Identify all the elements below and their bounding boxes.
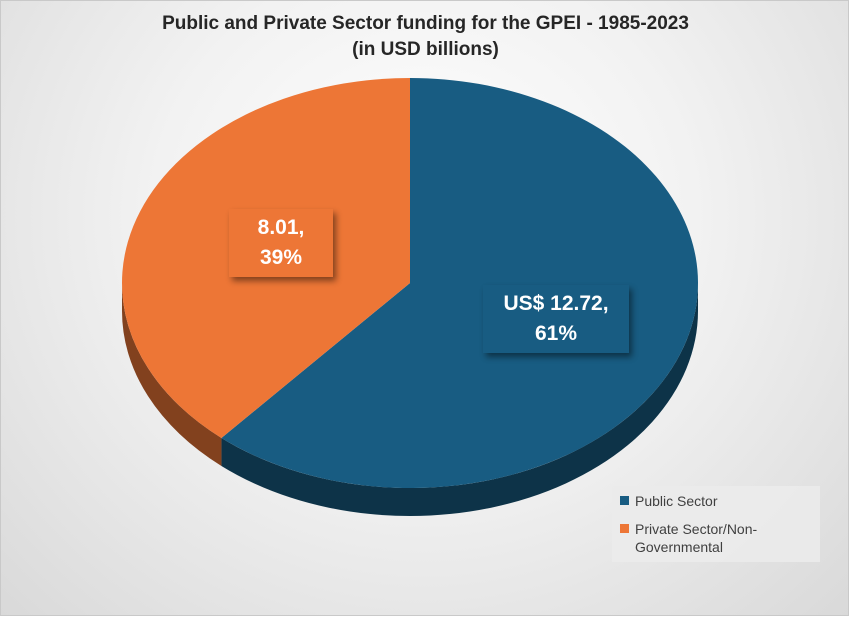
data-label-public-value: US$ 12.72, (503, 292, 609, 315)
pie-slice-0 (221, 78, 698, 489)
data-label-private: 8.01, 39% (229, 209, 333, 277)
legend-label-public: Public Sector (635, 493, 718, 509)
legend-swatch-private (620, 524, 629, 533)
pie-side-0 (221, 283, 698, 516)
legend: Public Sector Private Sector/Non- Govern… (612, 486, 820, 562)
data-label-private-percent: 39% (259, 246, 303, 269)
chart-title: Public and Private Sector funding for th… (1, 11, 849, 63)
legend-item-public: Public Sector (620, 492, 812, 510)
chart-title-line: Public and Private Sector funding for th… (162, 13, 689, 34)
legend-label-private-line2: Governmental (635, 539, 723, 555)
legend-swatch-public (620, 496, 629, 505)
data-label-public: US$ 12.72, 61% (483, 285, 629, 353)
legend-item-private: Private Sector/Non- Governmental (620, 520, 812, 556)
legend-label-private-line1: Private Sector/Non- (635, 521, 758, 537)
chart-subtitle: (in USD billions) (352, 39, 499, 60)
data-label-public-percent: 61% (534, 322, 578, 345)
pie-side-1 (121, 283, 222, 466)
data-label-private-value: 8.01, (257, 216, 305, 239)
